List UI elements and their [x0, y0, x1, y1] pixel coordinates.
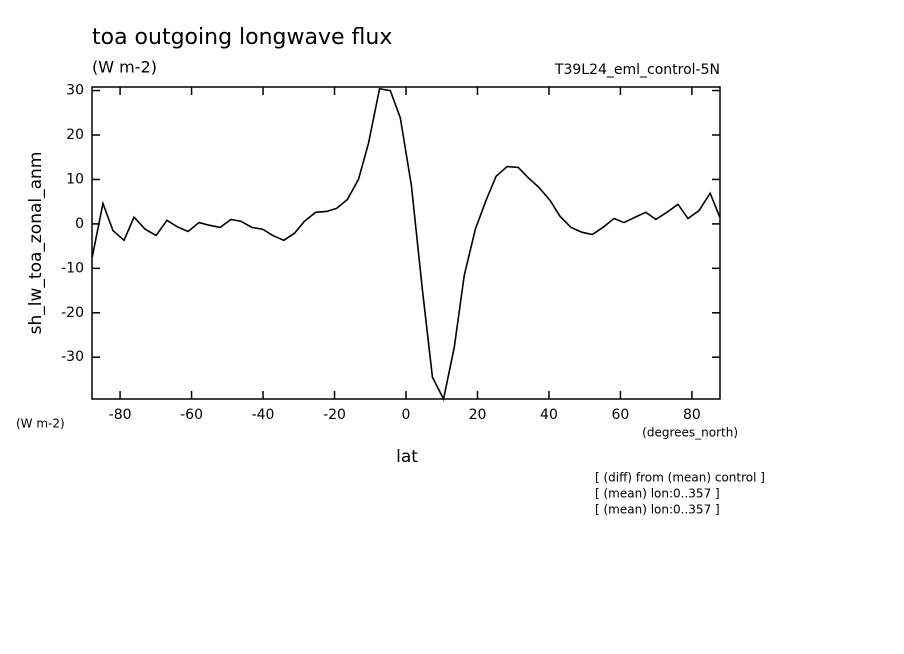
x-tick-label: 40	[540, 407, 558, 423]
x-tick-label: 20	[469, 407, 487, 423]
x-tick-label: -60	[180, 407, 203, 423]
y-tick-label: -30	[61, 349, 84, 365]
plot-frame	[91, 86, 721, 400]
x-tick-label: 80	[683, 407, 701, 423]
x-tick-label: -20	[323, 407, 346, 423]
note: [ (mean) lon:0..357 ]	[595, 487, 720, 501]
y-tick-label: -20	[61, 305, 84, 321]
y-tick-label: 20	[66, 127, 84, 143]
y-units: (W m-2)	[16, 417, 65, 431]
note: [ (mean) lon:0..357 ]	[595, 503, 720, 517]
note: [ (diff) from (mean) control ]	[595, 471, 765, 485]
y-axis-label: sh_lw_toa_zonal_anm	[26, 152, 46, 335]
chart-subtitle: (W m-2)	[92, 58, 157, 77]
y-tick-label: -10	[61, 260, 84, 276]
y-tick-label: 30	[66, 83, 84, 99]
x-tick-label: 0	[402, 407, 411, 423]
dataset-label: T39L24_eml_control-5N	[554, 62, 720, 78]
data-line	[91, 87, 721, 402]
y-tick-label: 0	[75, 216, 84, 232]
x-tick-label: -40	[252, 407, 275, 423]
x-axis-label: lat	[396, 447, 418, 467]
x-tick-label: -80	[109, 407, 132, 423]
chart-title: toa outgoing longwave flux	[92, 25, 392, 50]
x-units: (degrees_north)	[642, 426, 738, 440]
x-tick-label: 60	[612, 407, 630, 423]
y-tick-label: 10	[66, 171, 84, 187]
